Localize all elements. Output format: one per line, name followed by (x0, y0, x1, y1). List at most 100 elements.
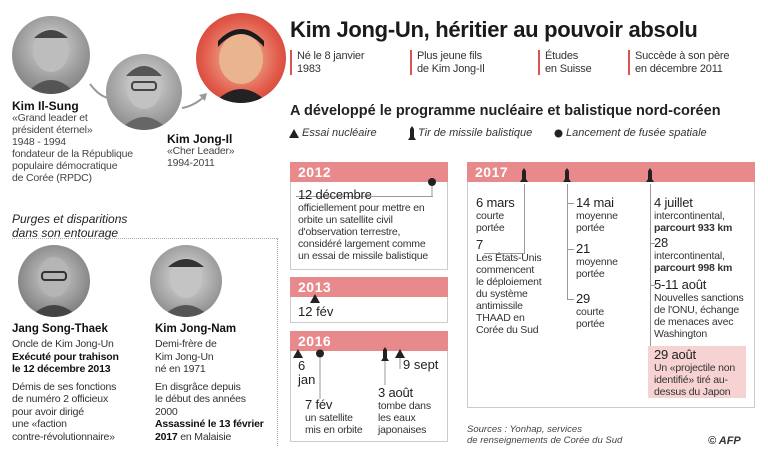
text-line: Nouvelles sanctions (654, 292, 744, 304)
nuclear-test-icon (310, 294, 320, 303)
event-2017-may21: 21 moyenne portée (576, 241, 618, 281)
text-line: moyenne (576, 210, 618, 222)
text-line: identifié» tiré au- (654, 374, 728, 386)
text-line: «Cher Leader» (167, 145, 235, 157)
text-line: d'observation terrestre, (298, 226, 401, 238)
event-date: 12 décembre (298, 187, 372, 202)
text-segment: en Malaisie (177, 430, 232, 443)
nuclear-test-icon (395, 349, 405, 369)
bio-facts: Né le 8 janvier 1983 Plus jeune fils de Ki… (290, 50, 760, 80)
event-2017-jul4: 4 juillet intercontinental, parcourt 933… (654, 196, 732, 235)
event-date: 3 août (378, 385, 413, 400)
year-label: 2013 (298, 279, 332, 295)
text-line: 2000 (155, 405, 178, 418)
event-date: 5-11 août (654, 277, 707, 292)
text-line: en décembre 2011 (635, 62, 723, 75)
purges-heading: Purges et disparitions dans son entourag… (12, 212, 127, 240)
text-line: orbite un satellite civil (298, 214, 393, 226)
text-line: pour avoir dirigé (12, 405, 84, 418)
text-line: de menaces avec (654, 316, 734, 328)
text-line: 1983 (297, 62, 321, 75)
event-2016-feb: 7 fév un satellite mis en orbite (305, 397, 363, 437)
year-label: 2012 (298, 164, 332, 180)
arrow-icon (181, 93, 207, 109)
jang-song-thaek-portrait (18, 245, 90, 317)
kim-il-sung-name: Kim Il-Sung (12, 99, 79, 113)
text-line: de Corée (RPDC) (12, 172, 92, 184)
event-date: 29 (576, 291, 591, 306)
event-2016-sept: 9 sept (403, 358, 438, 372)
text-line: officiellement pour mettre en (298, 202, 425, 214)
missile-icon (646, 168, 654, 182)
event-connector (484, 253, 525, 254)
timeline-line (524, 184, 525, 254)
missile-icon (520, 168, 528, 182)
timeline-line (650, 184, 651, 350)
event-2012-dec: 12 décembre officiellement pour mettre e… (298, 187, 446, 263)
event-2017-jul28: 28 intercontinental, parcourt 998 km (654, 236, 732, 275)
event-date: 7 fév (305, 397, 333, 412)
kim-il-sung-desc: «Grand leader et président éternel» 1948… (12, 112, 142, 184)
text-line: moyenne (576, 256, 618, 268)
event-2017-aug29: 29 août Un «projectile non identifié» ti… (648, 346, 746, 398)
legend-nuclear: Essai nucléaire (302, 127, 377, 139)
fact-studies: Études en Suisse (538, 50, 592, 75)
afp-credit: © AFP (708, 435, 741, 447)
text-line: portée (476, 222, 505, 234)
legend-missile: Tir de missile balistique (418, 127, 533, 139)
kim-il-sung-portrait (12, 16, 90, 94)
text-line: né en 1971 (155, 363, 206, 375)
event-date: jan (298, 372, 316, 387)
kim-jong-nam-desc: Demi-frère de Kim Jong-Un né en 1971 En … (155, 338, 277, 443)
text-line: président éternel» (12, 124, 93, 136)
kim-jong-un-portrait (196, 13, 286, 103)
fact-succession: Succède à son père en décembre 2011 (628, 50, 729, 75)
event-date: 21 (576, 241, 591, 256)
missile-icon (381, 347, 389, 385)
text-line: courte (476, 210, 504, 222)
nuclear-test-icon (289, 129, 299, 138)
text-line: Corée du Sud (476, 324, 539, 336)
text-line: Demi-frère de (155, 338, 217, 350)
space-launch-icon (428, 178, 436, 197)
event-date: 7 (476, 237, 484, 252)
event-date: 29 août (654, 347, 696, 362)
missile-icon (563, 168, 571, 182)
text-line: mis en orbite (305, 424, 363, 436)
text-line: considéré largement comme (298, 238, 426, 250)
text-line: du système (476, 288, 528, 300)
text-line: le déploiement (476, 276, 542, 288)
text-line: portée (576, 318, 605, 330)
event-date: 6 (298, 358, 306, 373)
missile-icon (408, 126, 416, 140)
purges-divider (12, 238, 277, 239)
year-label: 2016 (298, 333, 332, 349)
text-line: contre-révolutionnaire» (12, 430, 115, 443)
fact-son: Plus jeune fils de Kim Jong-Il (410, 50, 485, 75)
event-connector (567, 299, 574, 300)
text-line: Les États-Unis (476, 252, 542, 264)
text-segment: 2017 (155, 430, 178, 443)
text-line: courte (576, 306, 604, 318)
year-2013-bar: 2013 (290, 277, 448, 297)
text-line: une «faction (12, 418, 67, 430)
text-line: Démis de ses fonctions (12, 380, 117, 393)
text-line: dans son entourage (12, 226, 119, 240)
page-title: Kim Jong-Un, héritier au pouvoir absolu (290, 17, 698, 42)
event-date: 14 mai (576, 195, 614, 210)
space-launch-icon (554, 129, 563, 138)
text-line: portée (576, 268, 605, 280)
text-line: fondateur de la République (12, 148, 133, 160)
text-line: de l'ONU, échange (654, 304, 739, 316)
text-line: 1994-2011 (167, 157, 215, 169)
kim-jong-il-portrait (106, 54, 182, 130)
event-connector (567, 249, 574, 250)
text-line: en Suisse (545, 62, 592, 75)
event-date: 6 mars (476, 195, 515, 210)
event-connector (567, 203, 574, 204)
text-line: Assassiné le 13 février (155, 418, 264, 430)
event-connector (650, 285, 655, 286)
text-line: les eaux (378, 412, 416, 424)
event-date: 9 sept (403, 357, 439, 372)
text-line: populaire démocratique (12, 160, 118, 172)
